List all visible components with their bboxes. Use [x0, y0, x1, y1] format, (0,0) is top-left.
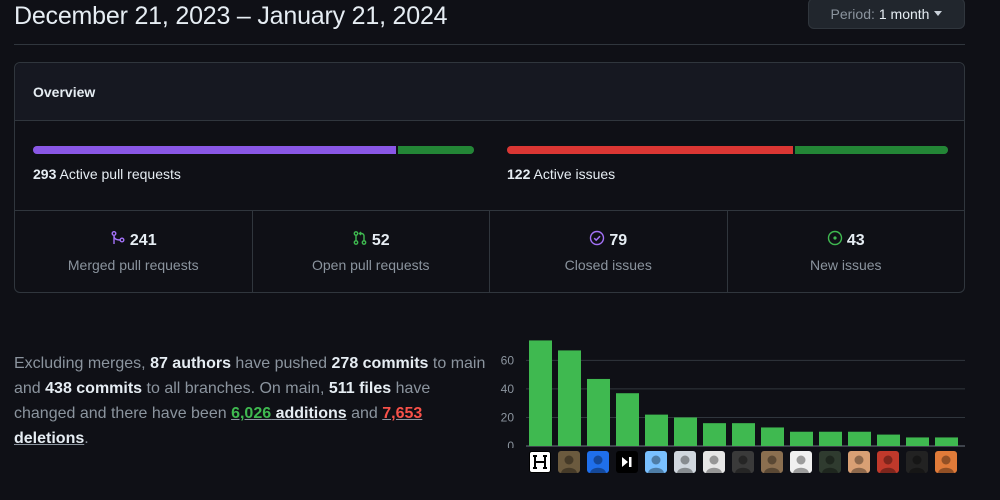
contributor-avatar[interactable]: [558, 451, 580, 473]
additions-link[interactable]: 6,026 additions: [231, 405, 347, 422]
commits-all-count: 438 commits: [45, 380, 143, 397]
contributor-avatar[interactable]: [761, 451, 783, 473]
open-pull-requests-label: Open pull requests: [311, 257, 430, 273]
contributor-bar[interactable]: [761, 427, 784, 446]
merged-pull-requests-label: Merged pull requests: [67, 257, 199, 273]
active-issues-label[interactable]: 122 Active issues: [507, 166, 615, 182]
chart-svg: 0 20 40 60: [501, 340, 965, 448]
contributor-avatar[interactable]: [848, 451, 870, 473]
merged-pull-requests-segment: [33, 146, 396, 154]
contributor-bar[interactable]: [674, 417, 697, 446]
stats-row: 241 Merged pull requests 52 Open pull re…: [15, 211, 964, 292]
new-issues-segment: [794, 146, 948, 154]
contributor-bar[interactable]: [935, 437, 958, 446]
closed-issues-segment: [507, 146, 793, 154]
period-prefix: Period:: [830, 5, 875, 22]
period-value: 1 month: [878, 5, 930, 22]
contributor-bar[interactable]: [529, 340, 552, 446]
y-tick-label: 40: [501, 382, 515, 396]
contributors-bar-chart: 0 20 40 60: [500, 330, 965, 480]
summary-text: .: [84, 430, 89, 447]
contributor-avatar[interactable]: [935, 451, 957, 473]
header: December 21, 2023 – January 21, 2024 Per…: [14, 0, 965, 45]
activity-bars: 293 Active pull requests 122 Active issu…: [15, 121, 964, 211]
contributor-avatar[interactable]: [674, 451, 696, 473]
open-pull-requests-value: 52: [371, 231, 390, 249]
active-pull-requests-label[interactable]: 293 Active pull requests: [33, 166, 181, 182]
deletions-count: 7,653: [382, 405, 423, 422]
y-tick-label: 0: [507, 439, 514, 448]
contributor-bar[interactable]: [703, 423, 726, 446]
additions-word: additions: [271, 405, 347, 422]
contributor-bar[interactable]: [558, 350, 581, 446]
issue-closed-icon: [589, 230, 605, 251]
additions-count: 6,026: [231, 405, 272, 422]
pull-requests-progress-bar[interactable]: [33, 146, 474, 154]
files-count: 511 files: [328, 380, 392, 397]
new-issues-value: 43: [846, 231, 865, 249]
summary-text: to main and: [14, 355, 486, 397]
contributor-bar[interactable]: [587, 378, 610, 446]
contributor-avatar[interactable]: [732, 451, 754, 473]
commit-summary: Excluding merges, 87 authors have pushed…: [14, 351, 489, 451]
date-range-title: December 21, 2023 – January 21, 2024: [14, 2, 448, 30]
active-issues-count: 122: [507, 166, 531, 182]
active-pull-requests-text: Active pull requests: [59, 166, 181, 182]
issues-progress-bar[interactable]: [507, 146, 948, 154]
contributor-avatar[interactable]: [877, 451, 899, 473]
active-pull-requests-count: 293: [33, 166, 57, 182]
contributor-avatar[interactable]: [616, 451, 638, 473]
progress-gap: [395, 146, 398, 154]
contributor-bar[interactable]: [906, 437, 929, 446]
authors-count: 87 authors: [150, 355, 231, 372]
deletions-word: deletions: [14, 430, 85, 447]
stat-merged-pull-requests[interactable]: 241 Merged pull requests: [15, 211, 253, 292]
commits-main-count: 278 commits: [331, 355, 429, 372]
contributor-avatar[interactable]: [906, 451, 928, 473]
contributor-bar[interactable]: [645, 414, 668, 446]
period-dropdown-button[interactable]: Period: 1 month: [808, 0, 965, 29]
deletions-link[interactable]: 7,653 deletions: [14, 405, 422, 447]
progress-gap: [792, 146, 795, 154]
contributor-avatar[interactable]: [819, 451, 841, 473]
summary-text: and: [346, 405, 383, 422]
contributor-avatar[interactable]: [790, 451, 812, 473]
caret-down-icon: [934, 11, 943, 16]
summary-text: to all branches. On main,: [142, 380, 329, 397]
closed-issues-value: 79: [609, 231, 628, 249]
summary-text: Excluding merges,: [14, 355, 151, 372]
y-tick-label: 20: [501, 410, 515, 424]
contributor-avatar[interactable]: [645, 451, 667, 473]
summary-text: have pushed: [230, 355, 332, 372]
git-merge-icon: [110, 230, 126, 251]
closed-issues-label: Closed issues: [564, 257, 652, 273]
stat-closed-issues[interactable]: 79 Closed issues: [490, 211, 728, 292]
contributor-avatar[interactable]: [587, 451, 609, 473]
git-pull-request-icon: [352, 230, 368, 251]
contributor-bar[interactable]: [616, 393, 639, 446]
merged-pull-requests-value: 241: [129, 231, 157, 249]
contributor-bar[interactable]: [819, 431, 842, 446]
overview-panel: Overview 293 Active pull requests 122 Ac…: [14, 62, 965, 293]
issue-opened-icon: [827, 230, 843, 251]
overview-header: Overview: [15, 63, 964, 121]
contributor-bar[interactable]: [877, 434, 900, 446]
y-tick-label: 60: [501, 353, 515, 367]
contributor-avatar[interactable]: [703, 451, 725, 473]
overview-title: Overview: [33, 83, 96, 100]
new-issues-label: New issues: [809, 257, 882, 273]
open-pull-requests-segment: [397, 146, 474, 154]
contributor-bar[interactable]: [790, 431, 813, 446]
summary-text: have changed and there have been: [14, 380, 431, 422]
stat-new-issues[interactable]: 43 New issues: [728, 211, 965, 292]
contributor-bar[interactable]: [848, 431, 871, 446]
stat-open-pull-requests[interactable]: 52 Open pull requests: [253, 211, 490, 292]
contributor-bar[interactable]: [732, 423, 755, 446]
contributor-avatar[interactable]: [529, 451, 551, 473]
active-issues-text: Active issues: [533, 166, 616, 182]
